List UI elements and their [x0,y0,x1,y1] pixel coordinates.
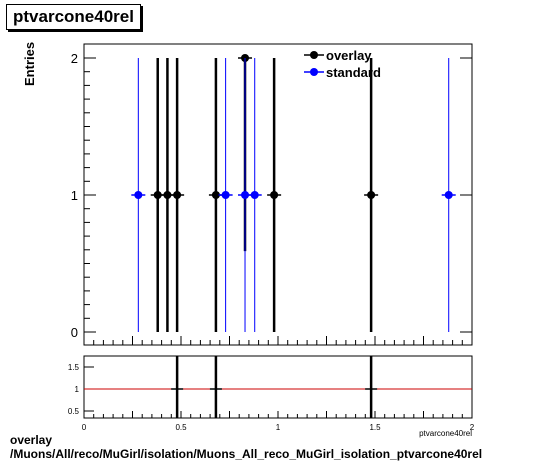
footer-line-1: overlay [10,433,53,447]
plot-title: ptvarcone40rel [6,4,141,30]
legend-label-overlay: overlay [326,48,372,63]
x-axis-title: ptvarcone40rel [419,429,472,438]
ratio-axis-ticks: 0.511.50 0.5 1 1.5 2 [68,363,475,432]
x-tick-label: 0 [82,423,87,432]
x-tick-label: 2 [470,423,475,432]
data-point-overlay [270,191,279,199]
data-point-standard [134,191,143,199]
data-point-overlay [211,191,220,199]
y-axis-label: Entries [22,41,37,86]
data-point-overlay [153,191,162,199]
data-point-overlay [367,191,376,199]
x-tick-label: 0.5 [175,423,187,432]
x-tick-label: 1.5 [369,423,381,432]
main-axis-ticks: 0 1 2 [71,51,473,345]
ratio-plot-frame [83,355,473,419]
legend-marker-overlay [310,51,318,59]
data-point-overlay [163,191,172,199]
ratio-frame-rect [83,355,473,419]
ratio-plot-marks [84,356,472,418]
ratio-y-tick-label: 1 [75,385,80,394]
legend-label-standard: standard [326,65,381,80]
y-tick-label: 0 [71,325,78,340]
x-tick-label: 1 [276,423,281,432]
legend-marker-standard [310,68,318,76]
legend: overlay standard [304,48,381,80]
footer-line-2: /Muons/All/reco/MuGirl/isolation/Muons_A… [10,447,483,461]
y-tick-label: 2 [71,51,78,66]
data-point-standard [250,191,259,199]
data-point-overlay [173,191,182,199]
ratio-y-tick-label: 0.5 [68,407,80,416]
y-tick-label: 1 [71,188,78,203]
data-point-standard [221,191,230,199]
main-plot-marks [131,54,456,332]
ratio-y-tick-label: 1.5 [68,363,80,372]
data-point-standard [241,191,250,199]
data-point-standard [444,191,453,199]
